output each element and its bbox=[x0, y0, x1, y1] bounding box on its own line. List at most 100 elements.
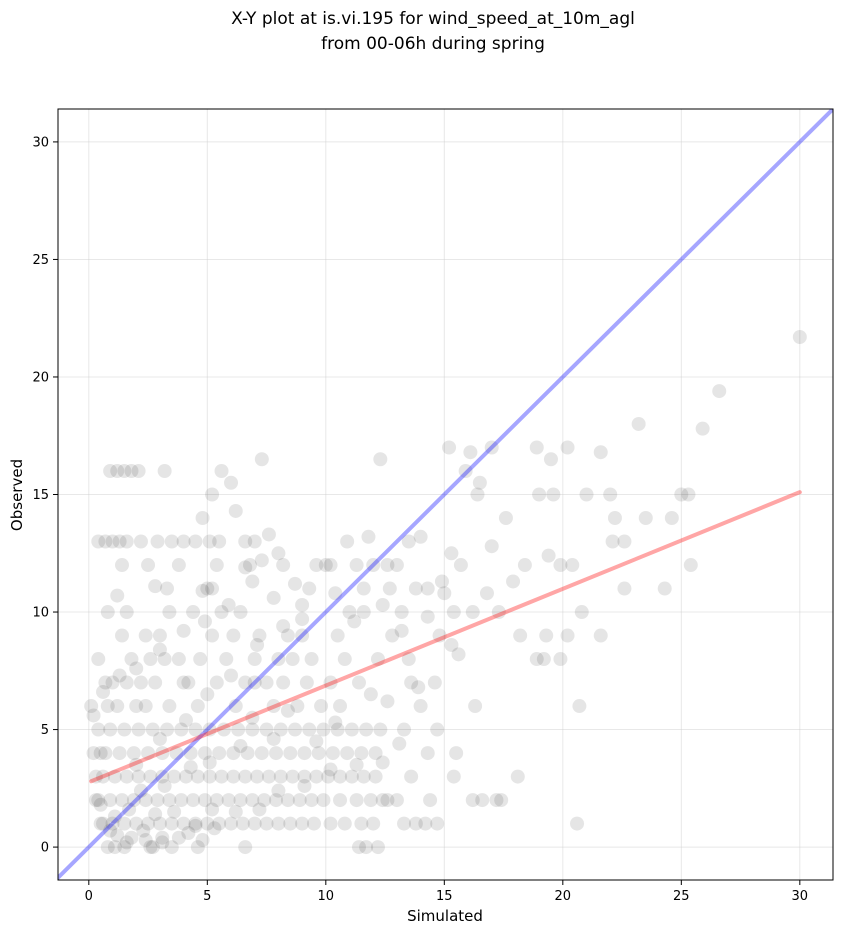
data-point bbox=[98, 746, 113, 761]
data-point bbox=[536, 652, 551, 667]
data-point bbox=[408, 816, 423, 831]
data-point bbox=[209, 793, 224, 808]
data-point bbox=[356, 769, 371, 784]
data-point bbox=[245, 793, 260, 808]
data-point bbox=[245, 574, 260, 589]
data-point bbox=[112, 534, 127, 549]
data-point bbox=[333, 793, 348, 808]
data-point bbox=[340, 534, 355, 549]
data-point bbox=[183, 746, 198, 761]
data-point bbox=[411, 680, 426, 695]
data-point bbox=[167, 769, 182, 784]
data-point bbox=[316, 793, 331, 808]
data-point bbox=[117, 463, 132, 478]
data-point bbox=[238, 769, 253, 784]
data-point bbox=[190, 769, 205, 784]
data-point bbox=[91, 722, 106, 737]
data-point bbox=[273, 722, 288, 737]
fit-line bbox=[89, 490, 802, 784]
data-point bbox=[188, 816, 203, 831]
data-point bbox=[205, 628, 220, 643]
data-point bbox=[138, 699, 153, 714]
data-point bbox=[446, 769, 461, 784]
y-tick-label: 20 bbox=[32, 370, 49, 385]
data-point bbox=[131, 463, 146, 478]
data-point bbox=[491, 605, 506, 620]
data-point bbox=[560, 440, 575, 455]
data-point bbox=[413, 529, 428, 544]
x-tick-label: 25 bbox=[673, 889, 690, 904]
data-point bbox=[297, 746, 312, 761]
data-point bbox=[792, 330, 807, 345]
data-point bbox=[401, 652, 416, 667]
data-point bbox=[498, 511, 513, 526]
data-point bbox=[188, 722, 203, 737]
data-point bbox=[214, 769, 229, 784]
data-point bbox=[171, 652, 186, 667]
data-point bbox=[529, 652, 544, 667]
y-tick-label: 25 bbox=[32, 253, 49, 268]
data-point bbox=[205, 487, 220, 502]
data-point bbox=[110, 699, 125, 714]
data-point bbox=[437, 586, 452, 601]
data-point bbox=[423, 793, 438, 808]
data-point bbox=[119, 675, 134, 690]
data-point bbox=[458, 463, 473, 478]
data-point bbox=[169, 746, 184, 761]
data-point bbox=[259, 675, 274, 690]
data-point bbox=[373, 452, 388, 467]
data-point bbox=[152, 731, 167, 746]
data-point bbox=[247, 652, 262, 667]
data-point bbox=[572, 699, 587, 714]
data-point bbox=[107, 840, 122, 855]
data-point bbox=[392, 736, 407, 751]
data-point bbox=[349, 793, 364, 808]
data-point bbox=[231, 722, 246, 737]
data-point bbox=[103, 463, 118, 478]
data-point bbox=[337, 816, 352, 831]
data-point bbox=[359, 840, 374, 855]
data-point bbox=[323, 558, 338, 573]
data-point bbox=[152, 642, 167, 657]
data-point bbox=[283, 746, 298, 761]
data-point bbox=[148, 579, 163, 594]
data-point bbox=[257, 793, 272, 808]
data-point bbox=[197, 793, 212, 808]
data-point bbox=[314, 699, 329, 714]
data-point bbox=[91, 534, 106, 549]
data-point bbox=[295, 612, 310, 627]
data-point bbox=[143, 652, 158, 667]
data-point bbox=[114, 793, 129, 808]
data-point bbox=[164, 534, 179, 549]
data-point bbox=[370, 652, 385, 667]
data-point bbox=[453, 558, 468, 573]
data-point bbox=[354, 746, 369, 761]
data-point bbox=[133, 675, 148, 690]
x-tick-label: 5 bbox=[203, 889, 211, 904]
data-point bbox=[565, 558, 580, 573]
data-point bbox=[138, 833, 153, 848]
data-point bbox=[186, 793, 201, 808]
data-point bbox=[254, 553, 269, 568]
y-tick-label: 10 bbox=[32, 606, 49, 621]
data-point bbox=[112, 668, 127, 683]
data-point bbox=[370, 840, 385, 855]
data-point bbox=[110, 463, 125, 478]
grid-lines bbox=[58, 109, 833, 880]
data-point bbox=[280, 793, 295, 808]
data-point bbox=[141, 816, 156, 831]
data-point bbox=[479, 586, 494, 601]
data-point bbox=[506, 574, 521, 589]
data-point bbox=[397, 816, 412, 831]
data-point bbox=[297, 778, 312, 793]
data-point bbox=[380, 793, 395, 808]
data-point bbox=[574, 605, 589, 620]
data-point bbox=[304, 793, 319, 808]
data-point bbox=[112, 746, 127, 761]
x-axis-label: Simulated bbox=[407, 907, 483, 925]
data-point bbox=[617, 534, 632, 549]
data-point bbox=[250, 769, 265, 784]
data-point bbox=[470, 487, 485, 502]
data-point bbox=[155, 746, 170, 761]
data-point bbox=[288, 722, 303, 737]
